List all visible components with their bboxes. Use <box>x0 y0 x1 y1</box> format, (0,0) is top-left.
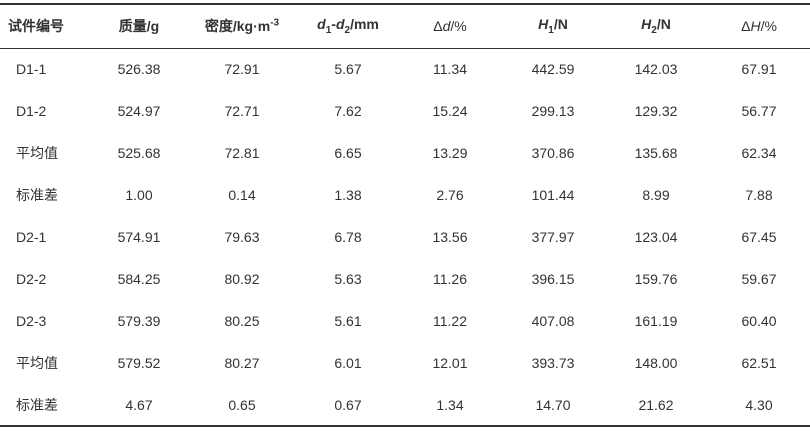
cell-specimen-id: 平均值 <box>16 145 58 161</box>
cell-delta-d: 11.22 <box>433 313 467 329</box>
cell-mass: 579.39 <box>117 313 161 329</box>
cell-delta-h: 62.34 <box>741 145 777 161</box>
cell-density: 0.65 <box>186 384 298 427</box>
cell-density: 80.25 <box>224 313 260 329</box>
cell-delta-d: 12.01 <box>432 355 468 371</box>
cell-h1: 407.08 <box>531 313 575 329</box>
table-row: 标准差 1.00 0.14 1.38 2.76 101.44 8.99 7.88 <box>0 174 810 216</box>
header-density: 密度/kg·m-3 <box>186 3 298 49</box>
cell-diameter-diff: 1.38 <box>334 187 362 203</box>
cell-h2: 129.32 <box>634 103 678 119</box>
header-h1: H1/N <box>502 3 604 49</box>
table-row: 平均值 579.52 80.27 6.01 12.01 393.73 148.00 62.51 <box>0 342 810 384</box>
cell-delta-h: 67.45 <box>741 229 777 245</box>
cell-delta-d: 15.24 <box>432 103 468 119</box>
table-row: D1-1 526.38 72.91 5.67 11.34 442.59 142.03 67.9… <box>0 48 810 90</box>
cell-specimen-id: 平均值 <box>16 355 58 371</box>
cell-delta-h: 7.88 <box>745 187 773 203</box>
cell-specimen-id: 标准差 <box>0 384 92 427</box>
cell-specimen-id: D2-2 <box>16 271 47 287</box>
cell-delta-h: 62.51 <box>741 355 777 371</box>
table-row: D1-2 524.97 72.71 7.62 15.24 299.13 129.32 56.7… <box>0 90 810 132</box>
cell-density: 80.92 <box>224 271 260 287</box>
cell-density: 72.91 <box>224 61 260 78</box>
cell-delta-h: 67.91 <box>741 61 777 78</box>
header-diameter-diff: d1-d2/mm <box>298 3 398 49</box>
cell-h1: 299.13 <box>531 103 575 119</box>
cell-density: 72.71 <box>224 103 260 119</box>
cell-density: 80.27 <box>224 355 260 371</box>
table-row: 平均值 525.68 72.81 6.65 13.29 370.86 135.68 62.34 <box>0 132 810 174</box>
header-delta-d: Δd/% <box>398 3 502 49</box>
cell-diameter-diff: 7.62 <box>334 103 362 119</box>
cell-mass: 524.97 <box>117 103 161 119</box>
cell-specimen-id: 标准差 <box>16 187 58 203</box>
cell-h1: 101.44 <box>531 187 575 203</box>
cell-delta-d: 11.34 <box>433 61 467 78</box>
cell-mass: 4.67 <box>92 384 186 427</box>
cell-h2: 8.99 <box>642 187 670 203</box>
cell-delta-d: 13.56 <box>432 229 468 245</box>
cell-h2: 135.68 <box>634 145 678 161</box>
cell-diameter-diff: 6.01 <box>334 355 362 371</box>
cell-h2: 142.03 <box>634 61 678 78</box>
cell-density: 79.63 <box>224 229 260 245</box>
cell-h2: 21.62 <box>604 384 708 427</box>
cell-h1: 396.15 <box>531 271 575 287</box>
cell-h2: 161.19 <box>634 313 678 329</box>
cell-h1: 377.97 <box>531 229 575 245</box>
header-mass: 质量/g <box>92 3 186 49</box>
cell-specimen-id: D1-2 <box>16 103 47 119</box>
cell-delta-d: 2.76 <box>436 187 464 203</box>
cell-mass: 579.52 <box>117 355 161 371</box>
header-specimen-id: 试件编号 <box>0 3 92 49</box>
cell-h1: 370.86 <box>531 145 575 161</box>
cell-mass: 525.68 <box>117 145 161 161</box>
cell-density: 72.81 <box>224 145 260 161</box>
cell-delta-d: 13.29 <box>432 145 468 161</box>
cell-delta-d: 11.26 <box>433 271 467 287</box>
cell-diameter-diff: 5.61 <box>334 313 362 329</box>
cell-delta-h: 60.40 <box>741 313 777 329</box>
cell-mass: 584.25 <box>117 271 161 287</box>
cell-specimen-id: D2-3 <box>16 313 47 329</box>
cell-mass: 574.91 <box>117 229 161 245</box>
cell-h2: 148.00 <box>634 355 678 371</box>
header-delta-h: ΔH/% <box>708 3 810 49</box>
header-row: 试件编号 质量/g 密度/kg·m-3 d1-d2/mm Δd/% H1/N H… <box>0 3 810 49</box>
table-body: D1-1 526.38 72.91 5.67 11.34 442.59 142.03 67.9… <box>0 48 810 427</box>
cell-diameter-diff: 0.67 <box>298 384 398 427</box>
cell-diameter-diff: 5.63 <box>334 271 362 287</box>
cell-mass: 1.00 <box>125 187 153 203</box>
cell-delta-h: 4.30 <box>708 384 810 427</box>
cell-mass: 526.38 <box>117 61 161 78</box>
cell-diameter-diff: 6.78 <box>334 229 362 245</box>
cell-delta-d: 1.34 <box>398 384 502 427</box>
header-h2: H2/N <box>604 3 708 49</box>
cell-diameter-diff: 6.65 <box>334 145 362 161</box>
cell-h2: 123.04 <box>634 229 678 245</box>
cell-h1: 442.59 <box>531 61 575 78</box>
table-row: D2-2 584.25 80.92 5.63 11.26 396.15 159.76 59.6… <box>0 258 810 300</box>
cell-density: 0.14 <box>228 187 256 203</box>
cell-delta-h: 59.67 <box>741 271 777 287</box>
cell-h1: 393.73 <box>531 355 575 371</box>
data-table: 试件编号 质量/g 密度/kg·m-3 d1-d2/mm Δd/% H1/N H… <box>0 3 810 427</box>
table-row: D2-1 574.91 79.63 6.78 13.56 377.97 123.04 67.4… <box>0 216 810 258</box>
table-row: D2-3 579.39 80.25 5.61 11.22 407.08 161.19 60.4… <box>0 300 810 342</box>
cell-specimen-id: D1-1 <box>16 61 47 78</box>
cell-delta-h: 56.77 <box>741 103 777 119</box>
cell-diameter-diff: 5.67 <box>334 61 362 78</box>
table-row: 标准差 4.67 0.65 0.67 1.34 14.70 21.62 4.30 <box>0 384 810 427</box>
cell-specimen-id: D2-1 <box>16 229 47 245</box>
cell-h2: 159.76 <box>634 271 678 287</box>
cell-h1: 14.70 <box>502 384 604 427</box>
